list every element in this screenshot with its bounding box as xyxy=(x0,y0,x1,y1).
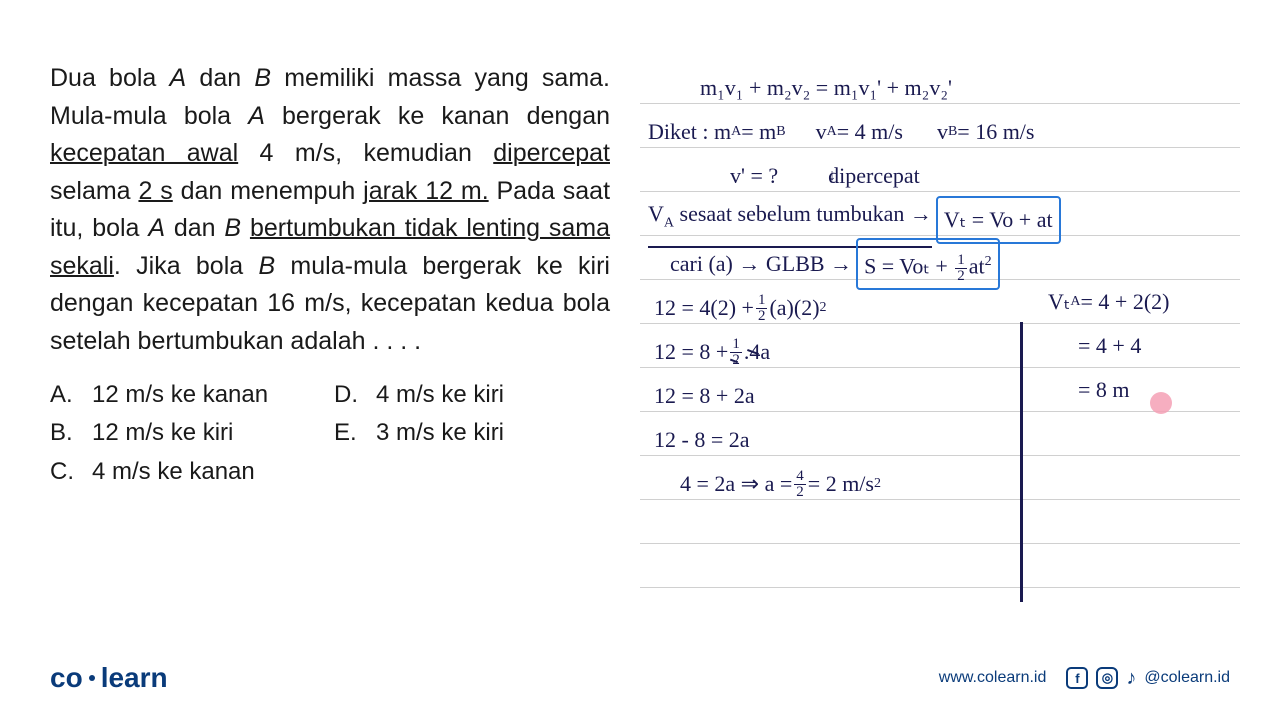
option-b[interactable]: B. 12 m/s ke kiri xyxy=(50,414,320,452)
text: 4 = 2a ⇒ a = xyxy=(680,462,792,506)
vertical-divider xyxy=(1020,322,1023,602)
calc-line-5: 4 = 2a ⇒ a = 42 = 2 m/s2 xyxy=(640,462,1240,506)
social-links: f ◎ ♪ @colearn.id xyxy=(1066,667,1230,690)
text: V xyxy=(648,201,664,226)
text: = 4 m/s xyxy=(837,110,903,154)
footer: co learn www.colearn.id f ◎ ♪ @colearn.i… xyxy=(50,662,1230,694)
calc-line-4: 12 - 8 = 2a xyxy=(640,418,1240,462)
option-letter: D. xyxy=(334,376,362,414)
var-a: A xyxy=(248,102,265,130)
text-fragment: selama xyxy=(50,177,138,205)
formula-s: S = Voₜ + 12at2 xyxy=(856,238,1000,290)
text: 12 = 4(2) + xyxy=(654,286,754,330)
text-fragment: bergerak ke kanan dengan xyxy=(265,102,610,130)
option-letter: A. xyxy=(50,376,78,414)
option-letter: C. xyxy=(50,453,78,491)
text: cari (a) → GLBB → xyxy=(670,242,852,286)
underline-jarak: jarak 12 m. xyxy=(363,177,489,205)
option-text: 12 m/s ke kanan xyxy=(92,376,268,414)
vb-label: v xyxy=(937,110,948,154)
option-text: 12 m/s ke kiri xyxy=(92,414,233,452)
text: at xyxy=(969,253,985,278)
option-d[interactable]: D. 4 m/s ke kiri xyxy=(334,376,604,414)
underline-2s: 2 s xyxy=(138,177,172,205)
option-a[interactable]: A. 12 m/s ke kanan xyxy=(50,376,320,414)
var-b: B xyxy=(224,214,241,242)
text-fragment: . Jika bola xyxy=(114,252,259,280)
formula-vt: Vₜ = Vo + at xyxy=(936,196,1061,244)
website-url[interactable]: www.colearn.id xyxy=(939,669,1047,687)
text-fragment: dan xyxy=(165,214,224,242)
var-b: B xyxy=(258,252,275,280)
option-c[interactable]: C. 4 m/s ke kanan xyxy=(50,453,320,491)
calc-line-2: 12 = 8 + 12.4a xyxy=(640,330,1240,374)
option-text: 3 m/s ke kiri xyxy=(376,414,504,452)
calc-line-1: 12 = 4(2) + 12(a)(2)2 xyxy=(640,286,1240,330)
momentum-equation: m₁v₁ + m₂v₂ = m₁v₁' + m₂v₂' xyxy=(640,66,1240,110)
text: = 16 m/s xyxy=(957,110,1034,154)
text: a xyxy=(760,330,770,374)
va-label: v xyxy=(816,110,827,154)
logo-co: co xyxy=(50,662,83,694)
text: 12 = 8 + 2a xyxy=(654,374,755,418)
find-a-line: cari (a) → GLBB → S = Voₜ + 12at2 xyxy=(640,242,1240,286)
text: sesaat sebelum tumbukan → xyxy=(674,201,932,226)
option-e[interactable]: E. 3 m/s ke kiri xyxy=(334,414,604,452)
option-letter: E. xyxy=(334,414,362,452)
va-before-collision: VA sesaat sebelum tumbukan → Vₜ = Vo + a… xyxy=(640,198,1240,242)
tiktok-icon[interactable]: ♪ xyxy=(1126,667,1136,690)
text-fragment: dan xyxy=(186,64,254,92)
handwritten-solution: m₁v₁ + m₂v₂ = m₁v₁' + m₂v₂' Diket : mA =… xyxy=(640,66,1240,506)
text: 12 = 8 + xyxy=(654,330,728,374)
text: = 2 m/s xyxy=(808,462,874,506)
text-fragment: Dua bola xyxy=(50,64,170,92)
var-a: A xyxy=(148,214,165,242)
instagram-icon[interactable]: ◎ xyxy=(1096,667,1118,689)
text: = m xyxy=(741,110,776,154)
logo-dot-icon xyxy=(89,675,95,681)
footer-right: www.colearn.id f ◎ ♪ @colearn.id xyxy=(939,667,1230,690)
text-fragment: dan menempuh xyxy=(173,177,363,205)
underline-kecepatan: kecepatan awal xyxy=(50,139,238,167)
question-text: Dua bola A dan B memiliki massa yang sam… xyxy=(50,60,610,360)
brand-logo: co learn xyxy=(50,662,168,694)
given-values: Diket : mA = mB vA = 4 m/s vB = 16 m/s xyxy=(640,110,1240,154)
equation-text: m₁v₁ + m₂v₂ = m₁v₁' + m₂v₂' xyxy=(700,66,952,110)
solution-panel: m₁v₁ + m₂v₂ = m₁v₁' + m₂v₂' Diket : mA =… xyxy=(640,60,1240,506)
text-fragment xyxy=(241,214,250,242)
cursor-dot xyxy=(1150,392,1172,414)
var-a: A xyxy=(170,64,187,92)
text-fragment: 4 m/s, kemudian xyxy=(238,139,493,167)
question-panel: Dua bola A dan B memiliki massa yang sam… xyxy=(50,60,610,506)
calc-line-3: 12 = 8 + 2a xyxy=(640,374,1240,418)
logo-learn: learn xyxy=(101,662,168,694)
var-b: B xyxy=(254,64,271,92)
option-letter: B. xyxy=(50,414,78,452)
option-text: 4 m/s ke kiri xyxy=(376,376,504,414)
facebook-icon[interactable]: f xyxy=(1066,667,1088,689)
option-text: 4 m/s ke kanan xyxy=(92,453,255,491)
text: 12 - 8 = 2a xyxy=(654,418,750,462)
text: (a)(2) xyxy=(769,286,819,330)
diket-label: Diket : m xyxy=(648,110,731,154)
underline-dipercepat: dipercepat xyxy=(493,139,610,167)
social-handle[interactable]: @colearn.id xyxy=(1144,669,1230,687)
answer-options: A. 12 m/s ke kanan D. 4 m/s ke kiri B. 1… xyxy=(50,376,610,491)
text: S = Voₜ + xyxy=(864,253,953,278)
